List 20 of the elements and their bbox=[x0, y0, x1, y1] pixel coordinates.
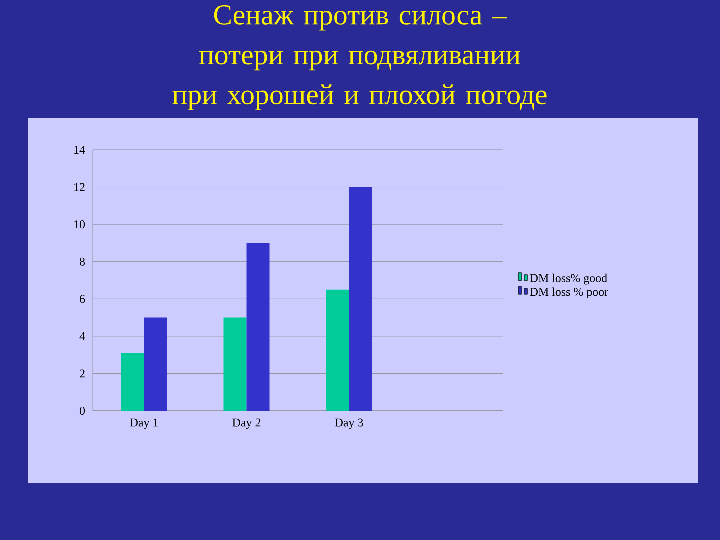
bar bbox=[349, 187, 372, 411]
legend-label: DM loss % poor bbox=[530, 288, 608, 299]
bar bbox=[121, 353, 144, 411]
y-tick-label: 4 bbox=[80, 332, 86, 340]
y-tick-label: 12 bbox=[74, 183, 85, 192]
y-tick-label: 10 bbox=[74, 220, 86, 229]
legend-label: DM loss% good bbox=[530, 274, 608, 285]
bar bbox=[246, 243, 270, 411]
y-tick-label: 2 bbox=[80, 370, 85, 378]
bar bbox=[224, 318, 247, 411]
chart-title: Сенаж против силоса – потери при подвяливании при хорошей и плохой погоде bbox=[172, 6, 547, 110]
y-tick-label: 0 bbox=[80, 406, 86, 416]
x-tick-label: Day 2 bbox=[232, 418, 261, 430]
y-tick-label: 8 bbox=[80, 258, 86, 266]
bar bbox=[326, 290, 350, 411]
y-tick-label: 6 bbox=[80, 295, 86, 304]
y-tick-label: 14 bbox=[74, 146, 86, 154]
bar bbox=[144, 318, 168, 411]
x-tick-label: Day 1 bbox=[130, 418, 158, 430]
x-tick-label: Day 3 bbox=[335, 418, 364, 430]
